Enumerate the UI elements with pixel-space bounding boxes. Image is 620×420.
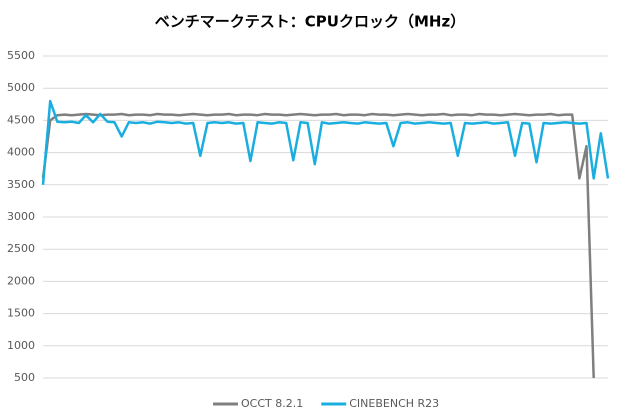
y-tick-label: 2500 — [7, 242, 35, 255]
data-line — [41, 112, 595, 379]
y-tick-label: 4000 — [7, 146, 35, 159]
chart-title: ベンチマークテスト：CPUクロック（MHz） — [155, 13, 465, 31]
y-tick-label: 1500 — [7, 307, 35, 320]
legend-label: CINEBENCH R23 — [349, 397, 439, 410]
y-tick-label: 500 — [14, 371, 35, 384]
legend-label: OCCT 8.2.1 — [241, 397, 303, 410]
y-tick-label: 2000 — [7, 274, 35, 287]
y-tick-label: 5500 — [7, 49, 35, 62]
y-tick-label: 1000 — [7, 339, 35, 352]
y-tick-label: 3000 — [7, 210, 35, 223]
y-tick-label: 5000 — [7, 81, 35, 94]
data-line — [41, 99, 610, 185]
y-tick-label: 3500 — [7, 178, 35, 191]
y-tick-label: 4500 — [7, 113, 35, 126]
